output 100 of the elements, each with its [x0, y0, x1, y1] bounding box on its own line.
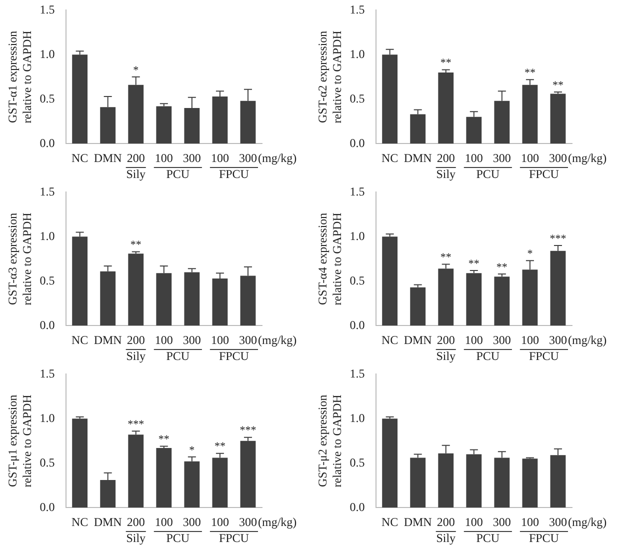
x-tick-label: 100 [464, 150, 483, 165]
bar [128, 254, 144, 326]
y-tick-label: 1.0 [350, 228, 365, 243]
y-axis-title: GST-α3 expression relative to GAPDH [5, 212, 34, 306]
x-tick-label: NC [71, 332, 88, 347]
y-tick-label: 0.0 [40, 136, 55, 150]
x-tick-label: DMN [94, 150, 122, 165]
x-tick-label: 300 [238, 150, 257, 165]
y-tick-label: 1.5 [40, 2, 55, 16]
x-tick-label: 300 [492, 150, 511, 165]
x-tick-label: 200 [126, 150, 145, 165]
bar [494, 276, 510, 326]
text: PCU [476, 349, 500, 364]
text: PCU [166, 349, 190, 364]
data-label: *** [240, 424, 256, 437]
data-label: ** [552, 79, 564, 92]
bar [72, 54, 88, 144]
x-tick-label: 200 [436, 150, 455, 165]
data-label: ** [214, 440, 226, 453]
text: FPCU [218, 531, 250, 546]
y-tick-label: 1.5 [350, 366, 365, 380]
text: FPCU [218, 349, 250, 364]
y-tick-label: 0.0 [350, 318, 365, 332]
bar [410, 287, 426, 326]
y-tick-label: 1.0 [40, 228, 55, 243]
data-label: ** [496, 261, 508, 274]
text: (mg/kg) [258, 515, 297, 530]
y-tick-label: 1.0 [350, 46, 365, 61]
x-tick-label: 100 [154, 332, 173, 347]
text: PCU [166, 531, 190, 546]
y-axis-title: GST-α4 expression relative to GAPDH [315, 212, 344, 306]
bar [72, 418, 88, 508]
bar [410, 458, 426, 508]
bar [156, 448, 172, 508]
bar [466, 273, 482, 326]
bar [128, 434, 144, 508]
y-axis-title: GST-α1 expression relative to GAPDH [5, 30, 34, 124]
x-tick-label: 300 [548, 514, 567, 529]
y-tick-label: 0.5 [350, 273, 365, 288]
data-label: ** [158, 434, 170, 446]
y-tick-label: 1.0 [40, 410, 55, 425]
x-tick-label: 300 [492, 332, 511, 347]
text: FPCU [528, 349, 560, 364]
y-axis-title: GST-μ2 expression relative to GAPDH [315, 394, 344, 488]
text: Sily [126, 349, 146, 364]
data-label: *** [128, 418, 144, 431]
bar [240, 440, 256, 508]
x-tick-label: DMN [94, 514, 122, 529]
bar [184, 272, 200, 326]
y-tick-label: 1.5 [350, 184, 365, 198]
y-axis-title: GST-α2 expression relative to GAPDH [315, 30, 344, 124]
data-label: ** [468, 258, 480, 270]
x-tick-label: 300 [238, 514, 257, 529]
x-tick-label: NC [381, 150, 398, 165]
data-label: ** [440, 57, 452, 70]
text: (mg/kg) [258, 333, 297, 348]
x-tick-label: 100 [210, 332, 229, 347]
bar [550, 94, 566, 144]
text: FPCU [528, 531, 560, 546]
x-tick-label: NC [381, 332, 398, 347]
y-tick-label: 0.5 [40, 91, 55, 106]
x-tick-label: 200 [436, 514, 455, 529]
y-tick-label: 0.5 [40, 273, 55, 288]
x-tick-label: 300 [182, 150, 201, 165]
y-tick-label: 1.5 [350, 2, 365, 16]
x-tick-label: 100 [520, 332, 539, 347]
bar [156, 106, 172, 144]
x-tick-label: 100 [464, 332, 483, 347]
bar [438, 72, 454, 144]
bar [382, 236, 398, 326]
data-label: *** [550, 232, 566, 245]
bar [522, 458, 538, 508]
text: (mg/kg) [258, 151, 297, 166]
x-tick-label: 200 [436, 332, 455, 347]
y-tick-label: 0.0 [40, 500, 55, 514]
x-tick-label: DMN [404, 514, 432, 529]
y-tick-label: 1.5 [40, 184, 55, 198]
text: Sily [436, 349, 456, 364]
data-label: * [189, 444, 195, 456]
y-tick-label: 0.5 [40, 455, 55, 470]
x-tick-label: 100 [154, 150, 173, 165]
text: Sily [436, 167, 456, 182]
y-axis-title: GST-μ1 expression relative to GAPDH [5, 394, 34, 488]
data-label: ** [524, 66, 536, 79]
x-tick-label: DMN [94, 332, 122, 347]
text: Sily [126, 167, 146, 182]
x-tick-label: 100 [210, 150, 229, 165]
y-tick-label: 1.0 [350, 410, 365, 425]
x-tick-label: 100 [210, 514, 229, 529]
text: FPCU [528, 167, 560, 182]
y-tick-label: 1.0 [40, 46, 55, 61]
y-tick-label: 0.0 [40, 318, 55, 332]
data-label: * [527, 248, 533, 260]
y-tick-label: 1.5 [40, 366, 55, 380]
text: PCU [476, 167, 500, 182]
text: PCU [166, 167, 190, 182]
x-tick-label: 300 [182, 332, 201, 347]
text: Sily [436, 531, 456, 546]
x-tick-label: 300 [492, 514, 511, 529]
x-tick-label: NC [71, 514, 88, 529]
